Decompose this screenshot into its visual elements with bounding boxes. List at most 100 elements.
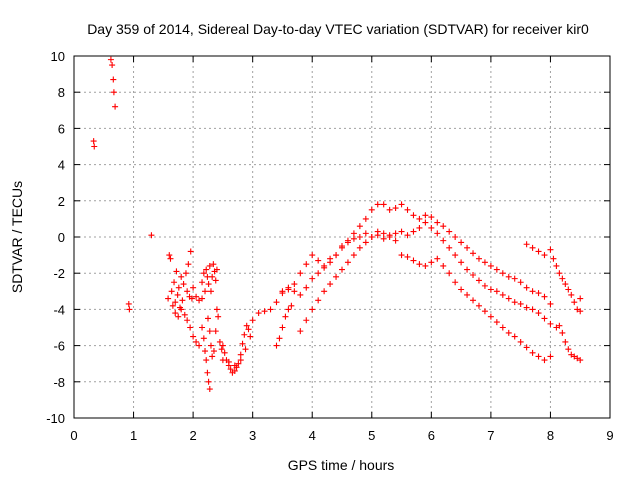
data-point bbox=[386, 234, 393, 240]
data-point bbox=[505, 273, 512, 280]
data-point bbox=[493, 319, 500, 326]
data-point bbox=[172, 299, 179, 306]
data-point bbox=[380, 235, 387, 242]
series-track-C bbox=[273, 232, 554, 364]
data-point bbox=[187, 248, 194, 255]
data-point bbox=[568, 291, 575, 298]
data-point bbox=[206, 386, 213, 393]
series-trough-2.5-3.0h bbox=[219, 322, 254, 376]
data-point bbox=[181, 311, 188, 318]
x-tick-label: 0 bbox=[70, 428, 77, 443]
data-point bbox=[404, 232, 411, 239]
data-point bbox=[91, 143, 98, 150]
data-point bbox=[188, 295, 195, 302]
data-point bbox=[297, 291, 304, 298]
y-tick-label: 6 bbox=[58, 121, 65, 136]
data-point bbox=[487, 286, 494, 293]
data-point bbox=[362, 215, 369, 222]
data-point bbox=[225, 358, 232, 365]
x-tick-label: 5 bbox=[368, 428, 375, 443]
data-point bbox=[470, 250, 477, 257]
data-point bbox=[126, 306, 133, 313]
data-point bbox=[398, 201, 405, 208]
data-point bbox=[452, 279, 459, 286]
series-late-descent-lower bbox=[553, 308, 584, 364]
data-point bbox=[571, 299, 578, 306]
data-point bbox=[470, 297, 477, 304]
series-track-A bbox=[249, 201, 554, 324]
data-point bbox=[169, 302, 176, 309]
data-point bbox=[204, 369, 211, 376]
data-point bbox=[207, 288, 214, 295]
data-point bbox=[212, 328, 219, 335]
data-point bbox=[541, 357, 548, 364]
data-point bbox=[565, 346, 572, 353]
data-point bbox=[428, 259, 435, 266]
data-point bbox=[231, 367, 238, 374]
data-point bbox=[206, 328, 213, 335]
data-point bbox=[247, 333, 254, 340]
data-point bbox=[541, 293, 548, 300]
data-point bbox=[499, 270, 506, 277]
data-point bbox=[562, 338, 569, 345]
data-point bbox=[199, 279, 206, 286]
data-point bbox=[190, 333, 197, 340]
x-tick-label: 7 bbox=[487, 428, 494, 443]
data-point bbox=[517, 279, 524, 286]
data-point bbox=[535, 248, 542, 255]
data-point bbox=[547, 300, 554, 307]
data-point bbox=[511, 333, 518, 340]
data-point bbox=[333, 252, 340, 259]
data-point bbox=[303, 284, 310, 291]
data-point bbox=[392, 205, 399, 212]
data-point bbox=[215, 313, 222, 320]
data-point bbox=[553, 262, 560, 269]
x-tick-label: 3 bbox=[249, 428, 256, 443]
x-tick-label: 8 bbox=[547, 428, 554, 443]
x-tick-label: 1 bbox=[130, 428, 137, 443]
data-point bbox=[179, 297, 186, 304]
data-point bbox=[410, 212, 417, 219]
data-point bbox=[209, 353, 216, 360]
plot-frame bbox=[73, 55, 611, 419]
series-early-scatter bbox=[90, 56, 155, 313]
y-tick-label: 4 bbox=[58, 158, 65, 173]
data-point bbox=[267, 306, 274, 313]
data-point bbox=[529, 244, 536, 251]
data-point bbox=[541, 315, 548, 322]
data-point bbox=[339, 266, 345, 273]
data-point bbox=[273, 299, 280, 306]
data-point bbox=[207, 342, 214, 349]
data-point bbox=[231, 362, 238, 369]
data-point bbox=[368, 234, 375, 240]
data-point bbox=[535, 290, 542, 297]
data-point bbox=[333, 273, 340, 280]
data-point bbox=[273, 342, 280, 349]
y-tick-label: 0 bbox=[58, 230, 65, 245]
data-point bbox=[464, 266, 471, 273]
data-point bbox=[327, 281, 334, 288]
data-point bbox=[303, 317, 310, 324]
data-point bbox=[237, 357, 244, 364]
data-point bbox=[404, 253, 411, 260]
data-point bbox=[344, 259, 351, 266]
data-point bbox=[368, 206, 375, 213]
data-point bbox=[446, 228, 453, 235]
data-point bbox=[227, 366, 234, 373]
data-point bbox=[193, 293, 200, 300]
data-point bbox=[493, 288, 500, 295]
data-point bbox=[213, 306, 220, 313]
data-point bbox=[193, 338, 200, 345]
data-point bbox=[529, 288, 536, 295]
data-point bbox=[206, 262, 213, 269]
data-point bbox=[205, 281, 212, 288]
data-point bbox=[180, 281, 187, 288]
data-point bbox=[487, 262, 494, 269]
data-point bbox=[440, 262, 447, 269]
data-point bbox=[173, 268, 180, 275]
series-cluster-2.1-2.5h bbox=[199, 261, 226, 393]
data-point bbox=[285, 306, 292, 313]
data-point bbox=[279, 288, 286, 295]
data-point bbox=[470, 272, 477, 279]
data-point bbox=[452, 252, 459, 259]
